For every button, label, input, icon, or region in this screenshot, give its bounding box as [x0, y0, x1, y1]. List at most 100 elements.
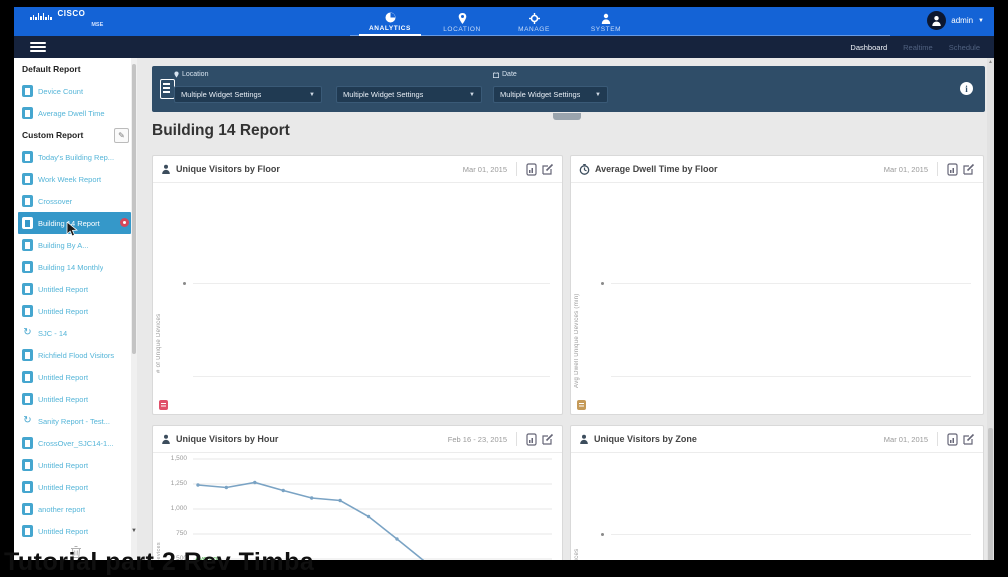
sidebar-report-item[interactable]: ↻ Building By A... — [14, 234, 131, 256]
report-icon — [22, 173, 33, 185]
sidebar-report-item[interactable]: ↻ Untitled Report — [14, 476, 131, 498]
edit-widget-icon[interactable] — [963, 432, 975, 446]
gridline — [193, 283, 550, 284]
subnav-dashboard[interactable]: Dashboard — [850, 43, 887, 52]
top-nav-bar: cisco MSE 10.2.0-rc.99 ANALYTICS LOCATIO… — [14, 7, 994, 36]
export-alert-icon[interactable] — [159, 400, 168, 410]
sidebar-report-item[interactable]: ↻ Today's Building Rep... — [14, 146, 131, 168]
custom-report-title: Custom Report — [22, 130, 83, 140]
tab-location[interactable]: LOCATION — [431, 7, 493, 36]
menu-icon[interactable] — [30, 40, 46, 54]
sidebar-scroll-thumb[interactable] — [132, 64, 136, 354]
report-icon — [22, 151, 33, 163]
sidebar-report-item[interactable]: ↻ Average Dwell Time — [14, 102, 131, 124]
report-icon — [22, 261, 33, 273]
sync-report-icon: ↻ — [22, 416, 33, 426]
panel-unique-visitors-by-floor: Unique Visitors by Floor Mar 01, 2015 # … — [152, 155, 563, 415]
hour-chart-svg — [193, 453, 552, 560]
divider — [516, 432, 517, 446]
export-report-icon[interactable] — [526, 432, 537, 446]
edit-widget-icon[interactable] — [542, 432, 554, 446]
panel-date: Feb 16 - 23, 2015 — [448, 435, 507, 444]
panel-title: Unique Visitors by Zone — [594, 434, 879, 444]
info-icon[interactable]: i — [960, 82, 973, 95]
report-label: Building 14 Monthly — [38, 263, 103, 272]
sidebar-report-item[interactable]: ↻ Work Week Report — [14, 168, 131, 190]
gridline — [611, 283, 971, 284]
sidebar-report-item[interactable]: ↻ Untitled Report — [14, 520, 131, 542]
person-icon — [161, 434, 171, 444]
app-window: cisco MSE 10.2.0-rc.99 ANALYTICS LOCATIO… — [14, 7, 994, 560]
sidebar-report-item[interactable]: ↻ CrossOver_SJC14-1... — [14, 432, 131, 454]
sidebar-report-item[interactable]: ↻ SJC - 14 — [14, 322, 131, 344]
report-label: CrossOver_SJC14-1... — [38, 439, 113, 448]
report-icon — [22, 393, 33, 405]
gridline — [611, 534, 971, 535]
report-label: Work Week Report — [38, 175, 101, 184]
sidebar-report-item[interactable]: ↻ Untitled Report — [14, 278, 131, 300]
sidebar-report-item[interactable]: ↻ Untitled Report — [14, 300, 131, 322]
main-scroll-thumb[interactable] — [988, 428, 993, 560]
panel-title: Unique Visitors by Hour — [176, 434, 443, 444]
export-report-icon[interactable] — [947, 162, 958, 176]
date-widget-settings-dropdown[interactable]: Multiple Widget Settings ▼ — [493, 86, 608, 103]
gridline — [193, 376, 550, 377]
report-icon — [22, 525, 33, 537]
sidebar-report-item[interactable]: ↻ Untitled Report — [14, 454, 131, 476]
export-report-icon[interactable] — [526, 162, 537, 176]
widget-settings-dropdown-2[interactable]: Multiple Widget Settings ▼ — [336, 86, 482, 103]
edit-widget-icon[interactable] — [542, 162, 554, 176]
sidebar-report-item[interactable]: ↻ Richfield Flood Visitors — [14, 344, 131, 366]
report-icon — [22, 349, 33, 361]
scroll-up-icon[interactable]: ▲ — [987, 59, 994, 65]
location-pin-icon — [174, 71, 179, 78]
panel-unique-visitors-by-zone: Unique Visitors by Zone Mar 01, 2015 # o… — [570, 425, 984, 560]
sidebar-report-item[interactable]: ↻ Untitled Report — [14, 366, 131, 388]
y-tick-label: 1,000 — [171, 505, 187, 512]
report-label: Today's Building Rep... — [38, 153, 114, 162]
y-axis-label: # of Unique Devices — [574, 498, 580, 560]
username: admin — [951, 16, 973, 25]
location-widget-settings-dropdown[interactable]: Multiple Widget Settings ▼ — [174, 86, 322, 103]
report-label: Crossover — [38, 197, 72, 206]
report-icon — [22, 239, 33, 251]
user-menu[interactable]: admin ▼ — [927, 11, 984, 30]
sidebar-report-item[interactable]: ↻ Device Count — [14, 80, 131, 102]
edit-reports-icon[interactable]: ✎ — [114, 128, 129, 143]
remove-report-badge[interactable] — [120, 218, 129, 227]
subnav-schedule[interactable]: Schedule — [949, 43, 980, 52]
location-label: Location — [174, 71, 208, 78]
secondary-nav-bar: Dashboard Realtime Schedule — [14, 36, 994, 58]
settings-collapse-handle[interactable] — [553, 113, 581, 120]
location-pin-icon — [458, 13, 467, 24]
custom-report-section-header: Custom Report ✎ — [14, 124, 137, 146]
brand-name: cisco — [58, 10, 86, 18]
sidebar-report-item[interactable]: ↻ another report — [14, 498, 131, 520]
tab-analytics[interactable]: ANALYTICS — [359, 7, 421, 36]
report-icon — [22, 195, 33, 207]
export-alert-icon[interactable] — [577, 400, 586, 410]
tab-manage[interactable]: MANAGE — [503, 7, 565, 36]
tab-label: MANAGE — [518, 26, 550, 33]
report-label: Device Count — [38, 87, 83, 96]
tab-system[interactable]: SYSTEM — [575, 7, 637, 36]
sidebar-report-item[interactable]: ↻ Sanity Report - Test... — [14, 410, 131, 432]
axis-tick-dot — [601, 282, 604, 285]
tab-label: LOCATION — [443, 26, 481, 33]
report-icon — [22, 503, 33, 515]
sidebar-report-item[interactable]: ↻ Building 14 Monthly — [14, 256, 131, 278]
cisco-logo-bars-icon — [30, 12, 52, 20]
report-label: Untitled Report — [38, 395, 88, 404]
chevron-down-icon: ▼ — [309, 92, 315, 98]
main-scrollbar[interactable]: ▲ — [987, 58, 994, 560]
axis-tick-dot — [601, 533, 604, 536]
subnav-realtime[interactable]: Realtime — [903, 43, 933, 52]
clock-icon — [579, 164, 590, 175]
sidebar-report-item[interactable]: ↻ Crossover — [14, 190, 131, 212]
y-tick-label: 1,250 — [171, 480, 187, 487]
report-label: Untitled Report — [38, 461, 88, 470]
report-label: Richfield Flood Visitors — [38, 351, 114, 360]
edit-widget-icon[interactable] — [963, 162, 975, 176]
export-report-icon[interactable] — [947, 432, 958, 446]
sidebar-report-item[interactable]: ↻ Untitled Report — [14, 388, 131, 410]
